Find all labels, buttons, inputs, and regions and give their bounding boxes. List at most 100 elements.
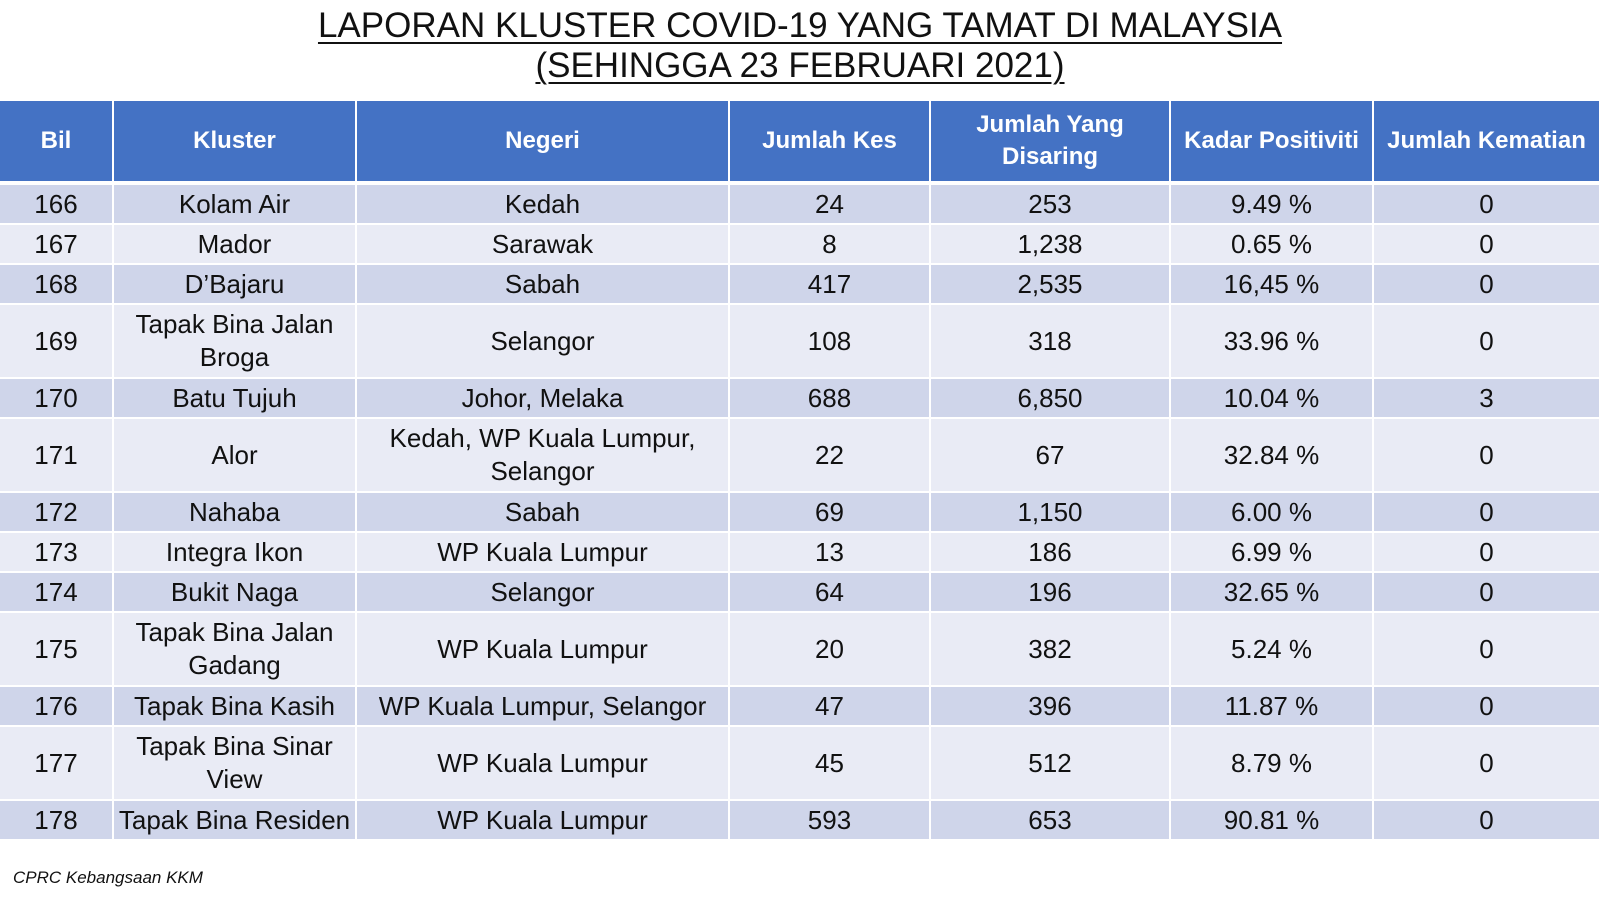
cell-negeri: Johor, Melaka (356, 378, 730, 419)
cell-kadar-positiviti: 6.99 % (1170, 532, 1374, 573)
table-row: 174 Bukit Naga Selangor 64 196 32.65 % 0 (0, 572, 1600, 613)
cell-kluster: Mador (113, 224, 357, 265)
cell-bil: 169 (0, 304, 114, 379)
cell-bil: 173 (0, 532, 114, 573)
cell-jumlah-kematian: 0 (1373, 532, 1600, 573)
cell-jumlah-kematian: 0 (1373, 418, 1600, 493)
table-row: 166 Kolam Air Kedah 24 253 9.49 % 0 (0, 183, 1600, 225)
cell-negeri: Kedah, WP Kuala Lumpur, Selangor (356, 418, 730, 493)
cell-jumlah-disaring: 512 (930, 726, 1171, 801)
cell-jumlah-kematian: 3 (1373, 378, 1600, 419)
table-row: 168 D’Bajaru Sabah 417 2,535 16,45 % 0 (0, 264, 1600, 305)
report-title-line-2: (SEHINGGA 23 FEBRUARI 2021) (535, 46, 1065, 85)
cell-jumlah-disaring: 67 (930, 418, 1171, 493)
cell-bil: 175 (0, 612, 114, 687)
cell-jumlah-disaring: 653 (930, 800, 1171, 841)
cell-jumlah-kes: 417 (729, 264, 931, 305)
cell-jumlah-kes: 64 (729, 572, 931, 613)
cell-kluster: Alor (113, 418, 357, 493)
cell-bil: 167 (0, 224, 114, 265)
cell-jumlah-kes: 688 (729, 378, 931, 419)
table-header-row: Bil Kluster Negeri Jumlah Kes Jumlah Yan… (0, 101, 1600, 185)
cell-bil: 174 (0, 572, 114, 613)
cell-kluster: Nahaba (113, 492, 357, 533)
cell-kluster: Tapak Bina Residen (113, 800, 357, 841)
cell-jumlah-kematian: 0 (1373, 612, 1600, 687)
report-title-line-1: LAPORAN KLUSTER COVID-19 YANG TAMAT DI M… (317, 6, 1283, 45)
cell-jumlah-disaring: 186 (930, 532, 1171, 573)
header-jumlah-disaring: Jumlah Yang Disaring (930, 101, 1171, 185)
clusters-table: Bil Kluster Negeri Jumlah Kes Jumlah Yan… (0, 101, 1600, 841)
cell-jumlah-kematian: 0 (1373, 183, 1600, 225)
cell-kluster: Tapak Bina Kasih (113, 686, 357, 727)
cell-bil: 171 (0, 418, 114, 493)
cell-kadar-positiviti: 10.04 % (1170, 378, 1374, 419)
cell-kadar-positiviti: 11.87 % (1170, 686, 1374, 727)
cell-kadar-positiviti: 16,45 % (1170, 264, 1374, 305)
source-footnote: CPRC Kebangsaan KKM (13, 868, 203, 887)
cell-kadar-positiviti: 0.65 % (1170, 224, 1374, 265)
cell-kluster: Batu Tujuh (113, 378, 357, 419)
cell-jumlah-kematian: 0 (1373, 224, 1600, 265)
report-title: LAPORAN KLUSTER COVID-19 YANG TAMAT DI M… (0, 6, 1600, 86)
table-row: 173 Integra Ikon WP Kuala Lumpur 13 186 … (0, 532, 1600, 573)
cell-jumlah-kes: 24 (729, 183, 931, 225)
cell-kluster: D’Bajaru (113, 264, 357, 305)
header-negeri: Negeri (356, 101, 730, 185)
cell-kluster: Tapak Bina Jalan Gadang (113, 612, 357, 687)
cell-kluster: Integra Ikon (113, 532, 357, 573)
cell-negeri: WP Kuala Lumpur (356, 726, 730, 801)
cell-kadar-positiviti: 90.81 % (1170, 800, 1374, 841)
cell-jumlah-kes: 108 (729, 304, 931, 379)
cell-jumlah-kematian: 0 (1373, 572, 1600, 613)
cell-negeri: Selangor (356, 304, 730, 379)
cell-jumlah-disaring: 6,850 (930, 378, 1171, 419)
cell-jumlah-kematian: 0 (1373, 304, 1600, 379)
cell-jumlah-disaring: 382 (930, 612, 1171, 687)
cell-jumlah-disaring: 396 (930, 686, 1171, 727)
cell-kadar-positiviti: 33.96 % (1170, 304, 1374, 379)
cell-jumlah-disaring: 1,150 (930, 492, 1171, 533)
cell-negeri: WP Kuala Lumpur (356, 800, 730, 841)
header-kadar-positiviti: Kadar Positiviti (1170, 101, 1374, 185)
cell-negeri: WP Kuala Lumpur (356, 532, 730, 573)
cell-jumlah-kematian: 0 (1373, 800, 1600, 841)
table-row: 175 Tapak Bina Jalan Gadang WP Kuala Lum… (0, 612, 1600, 687)
header-bil: Bil (0, 101, 114, 185)
cell-kluster: Tapak Bina Sinar View (113, 726, 357, 801)
cell-bil: 176 (0, 686, 114, 727)
cell-kadar-positiviti: 32.84 % (1170, 418, 1374, 493)
cell-jumlah-kematian: 0 (1373, 492, 1600, 533)
cell-jumlah-disaring: 196 (930, 572, 1171, 613)
cell-kluster: Bukit Naga (113, 572, 357, 613)
cell-negeri: Sabah (356, 492, 730, 533)
cell-bil: 170 (0, 378, 114, 419)
cell-negeri: Sabah (356, 264, 730, 305)
cell-kadar-positiviti: 5.24 % (1170, 612, 1374, 687)
cell-bil: 178 (0, 800, 114, 841)
table-row: 171 Alor Kedah, WP Kuala Lumpur, Selango… (0, 418, 1600, 493)
header-jumlah-kematian: Jumlah Kematian (1373, 101, 1600, 185)
cell-negeri: WP Kuala Lumpur, Selangor (356, 686, 730, 727)
cell-negeri: WP Kuala Lumpur (356, 612, 730, 687)
cell-bil: 166 (0, 183, 114, 225)
table-row: 172 Nahaba Sabah 69 1,150 6.00 % 0 (0, 492, 1600, 533)
cell-jumlah-kes: 8 (729, 224, 931, 265)
cell-negeri: Kedah (356, 183, 730, 225)
cell-kadar-positiviti: 32.65 % (1170, 572, 1374, 613)
cell-kadar-positiviti: 6.00 % (1170, 492, 1374, 533)
cell-kluster: Kolam Air (113, 183, 357, 225)
cell-jumlah-kes: 69 (729, 492, 931, 533)
table-row: 167 Mador Sarawak 8 1,238 0.65 % 0 (0, 224, 1600, 265)
cell-jumlah-kematian: 0 (1373, 264, 1600, 305)
header-jumlah-kes: Jumlah Kes (729, 101, 931, 185)
cell-kadar-positiviti: 8.79 % (1170, 726, 1374, 801)
cell-jumlah-disaring: 2,535 (930, 264, 1171, 305)
cell-bil: 172 (0, 492, 114, 533)
table-row: 176 Tapak Bina Kasih WP Kuala Lumpur, Se… (0, 686, 1600, 727)
cell-jumlah-kes: 13 (729, 532, 931, 573)
table-row: 169 Tapak Bina Jalan Broga Selangor 108 … (0, 304, 1600, 379)
cell-bil: 177 (0, 726, 114, 801)
cell-jumlah-kematian: 0 (1373, 726, 1600, 801)
cell-jumlah-disaring: 1,238 (930, 224, 1171, 265)
